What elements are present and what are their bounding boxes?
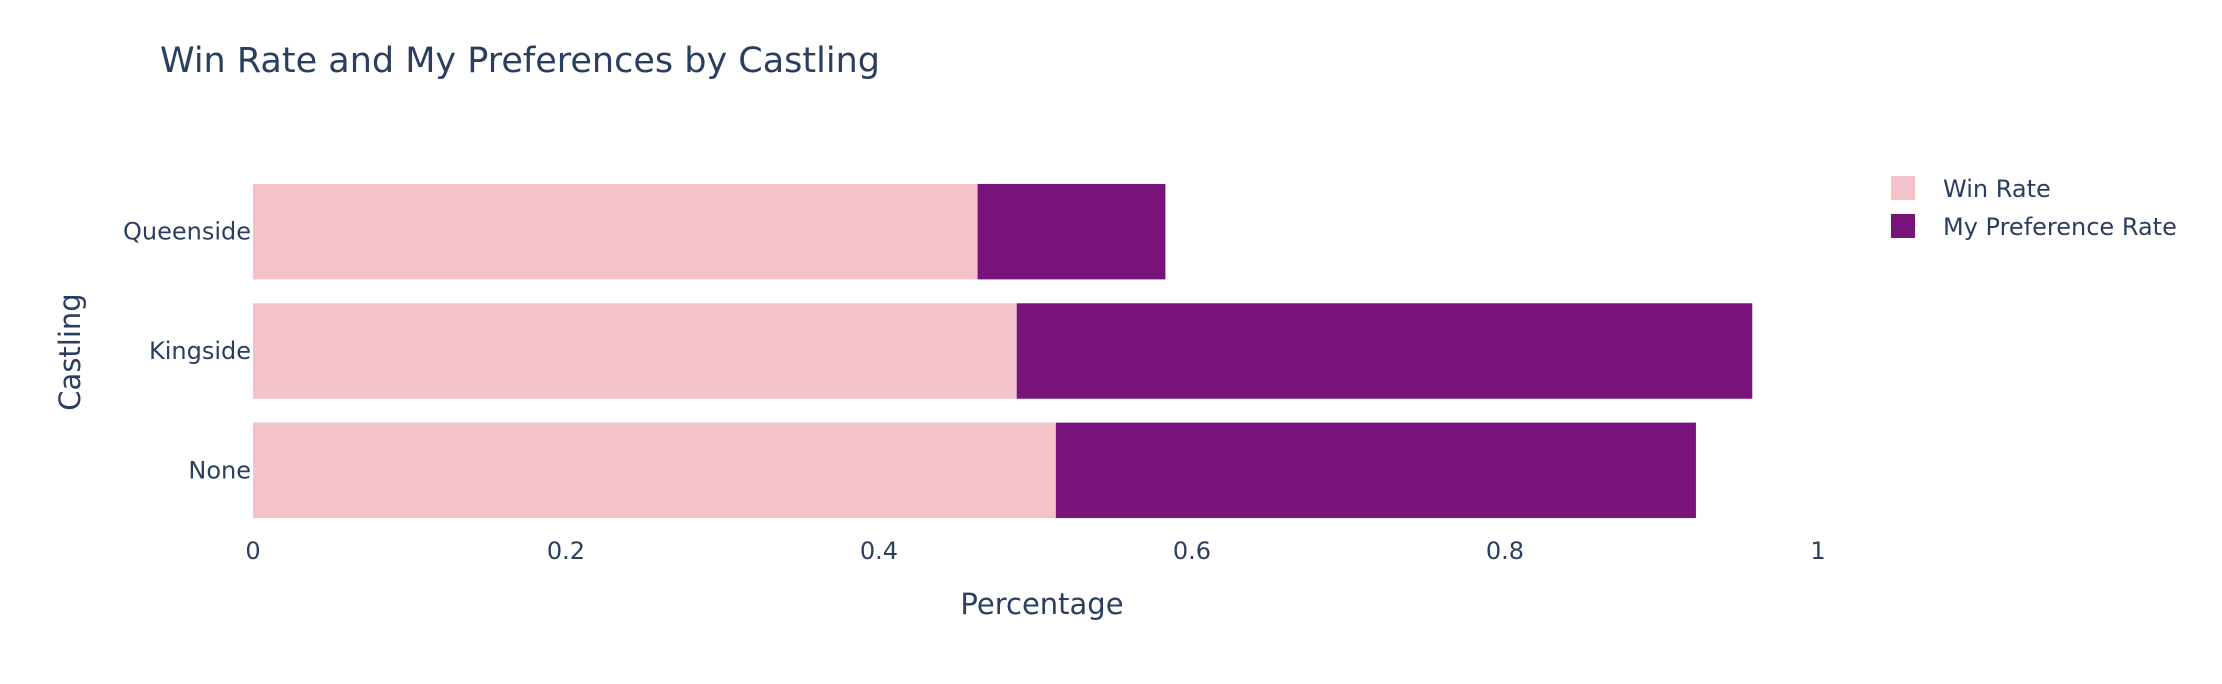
x-tick-label: 0.4: [860, 537, 898, 565]
y-tick-label: Queenside: [123, 218, 251, 246]
bar-my-preference-rate-queenside: [977, 183, 1166, 280]
bar-my-preference-rate-none: [1055, 422, 1696, 519]
y-axis-tick-labels: None Kingside Queenside: [123, 218, 251, 485]
bar-my-preference-rate-kingside: [1016, 303, 1753, 399]
chart-title: Win Rate and My Preferences by Castling: [160, 41, 880, 81]
y-axis-title: Castling: [53, 293, 87, 410]
x-tick-label: 0.2: [547, 537, 585, 565]
legend-label[interactable]: Win Rate: [1943, 175, 2051, 203]
x-tick-label: 0: [245, 537, 260, 565]
bar-win-rate-none: [253, 422, 1056, 519]
x-axis-title: Percentage: [960, 587, 1123, 621]
bars-layer: [253, 183, 1753, 519]
x-tick-label: 1: [1810, 537, 1825, 565]
y-tick-label: Kingside: [149, 337, 251, 365]
bar-win-rate-kingside: [253, 303, 1017, 399]
bar-win-rate-queenside: [253, 183, 978, 280]
legend-label[interactable]: My Preference Rate: [1943, 213, 2177, 241]
x-tick-label: 0.6: [1173, 537, 1211, 565]
y-tick-label: None: [188, 456, 251, 484]
legend-swatch[interactable]: [1891, 214, 1915, 238]
x-tick-label: 0.8: [1486, 537, 1524, 565]
legend-swatch[interactable]: [1891, 176, 1915, 200]
x-axis-tick-labels: 0 0.2 0.4 0.6 0.8 1: [245, 537, 1825, 565]
legend: Win Rate My Preference Rate: [1891, 175, 2177, 241]
